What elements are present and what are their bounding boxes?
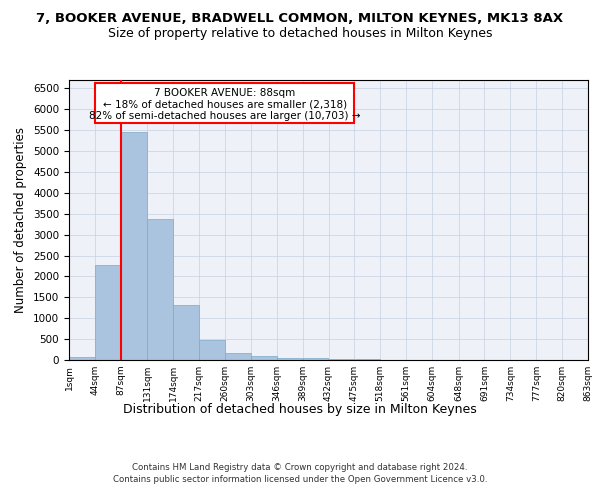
Text: Contains public sector information licensed under the Open Government Licence v3: Contains public sector information licen… bbox=[113, 475, 487, 484]
Bar bbox=[199, 340, 225, 360]
Bar bbox=[173, 306, 199, 360]
Bar bbox=[121, 132, 147, 360]
FancyBboxPatch shape bbox=[95, 84, 355, 122]
Bar bbox=[95, 264, 121, 360]
Bar bbox=[277, 358, 302, 360]
Bar bbox=[251, 356, 277, 360]
Bar bbox=[303, 358, 328, 360]
Bar bbox=[329, 359, 354, 360]
Text: 7 BOOKER AVENUE: 88sqm: 7 BOOKER AVENUE: 88sqm bbox=[154, 88, 295, 98]
Y-axis label: Number of detached properties: Number of detached properties bbox=[14, 127, 28, 313]
Bar bbox=[225, 354, 251, 360]
Text: Size of property relative to detached houses in Milton Keynes: Size of property relative to detached ho… bbox=[108, 28, 492, 40]
Bar bbox=[148, 218, 173, 360]
Bar bbox=[69, 357, 95, 360]
Text: Distribution of detached houses by size in Milton Keynes: Distribution of detached houses by size … bbox=[123, 402, 477, 415]
Text: 7, BOOKER AVENUE, BRADWELL COMMON, MILTON KEYNES, MK13 8AX: 7, BOOKER AVENUE, BRADWELL COMMON, MILTO… bbox=[37, 12, 563, 26]
Text: 82% of semi-detached houses are larger (10,703) →: 82% of semi-detached houses are larger (… bbox=[89, 110, 361, 120]
Text: Contains HM Land Registry data © Crown copyright and database right 2024.: Contains HM Land Registry data © Crown c… bbox=[132, 462, 468, 471]
Text: ← 18% of detached houses are smaller (2,318): ← 18% of detached houses are smaller (2,… bbox=[103, 99, 347, 109]
